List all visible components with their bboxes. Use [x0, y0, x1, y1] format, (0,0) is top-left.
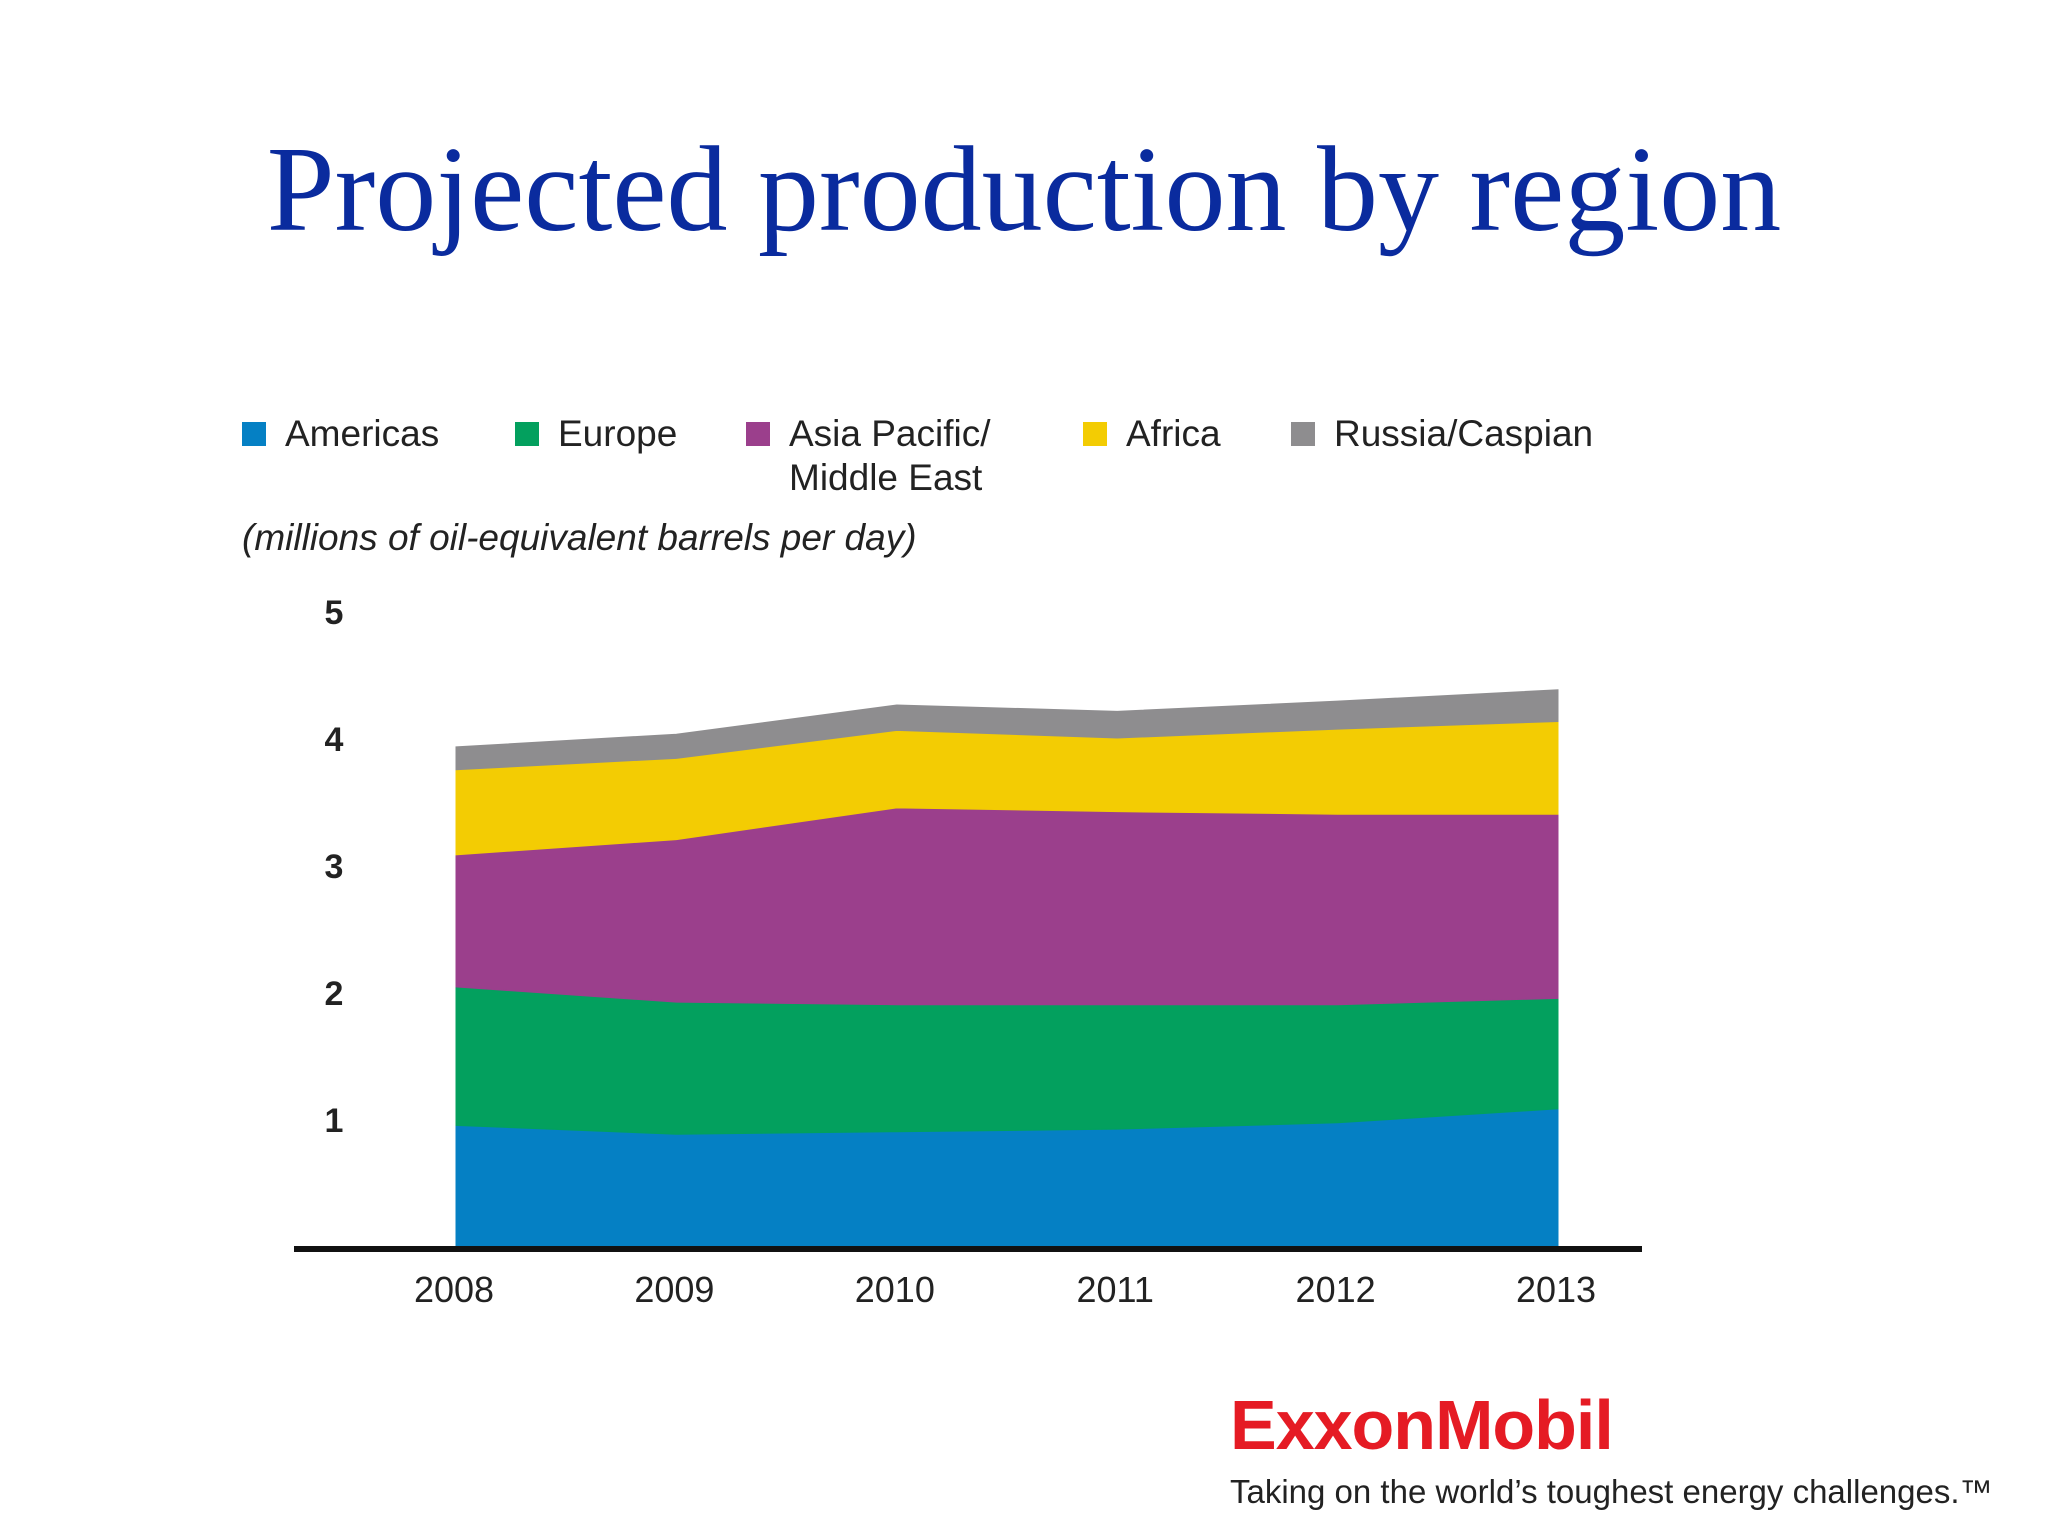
legend-swatch-americas: [242, 422, 266, 446]
y-tick-label: 2: [325, 975, 344, 1013]
y-tick-label: 5: [325, 594, 344, 632]
x-tick-label: 2012: [1296, 1269, 1376, 1310]
x-tick-label: 2009: [634, 1269, 714, 1310]
legend-label-europe: Europe: [558, 413, 677, 454]
area-russia-caspian: [455, 689, 1559, 771]
legend-label-asia-pacific-middle-east: Asia Pacific/Middle East: [789, 413, 991, 498]
area-europe: [455, 986, 1559, 1135]
legend-label-africa: Africa: [1126, 413, 1221, 454]
x-axis-ticks: 2008 2009 2010 2011 2012 2013: [414, 1269, 1596, 1310]
x-tick-label: 2011: [1076, 1269, 1153, 1310]
brand-tagline: Taking on the world’s toughest energy ch…: [1230, 1473, 1993, 1510]
y-axis-ticks: 1 2 3 4 5: [325, 594, 344, 1140]
y-tick-label: 4: [325, 721, 344, 759]
exxonmobil-brand: ExxonMobil Taking on the world’s toughes…: [1228, 1386, 2018, 1516]
exxonmobil-logo: ExxonMobil: [1230, 1386, 1614, 1464]
legend-label-americas: Americas: [285, 413, 439, 454]
y-tick-label: 3: [325, 848, 344, 886]
y-tick-label: 1: [325, 1102, 344, 1140]
legend-label-russia-caspian: Russia/Caspian: [1334, 413, 1593, 454]
x-tick-label: 2010: [855, 1269, 935, 1310]
legend-swatch-russia-caspian: [1291, 422, 1315, 446]
stacked-areas: [455, 689, 1559, 1247]
legend-swatch-asia-pacific-middle-east: [746, 422, 770, 446]
chart-subtitle: (millions of oil-equivalent barrels per …: [242, 517, 917, 558]
slide-title: Projected production by region: [266, 122, 1782, 257]
x-tick-label: 2013: [1516, 1269, 1596, 1310]
legend-swatch-europe: [515, 422, 539, 446]
x-tick-label: 2008: [414, 1269, 494, 1310]
legend-swatch-africa: [1083, 422, 1107, 446]
chart-legend: Americas Europe Asia Pacific/Middle East Af…: [242, 413, 1593, 498]
